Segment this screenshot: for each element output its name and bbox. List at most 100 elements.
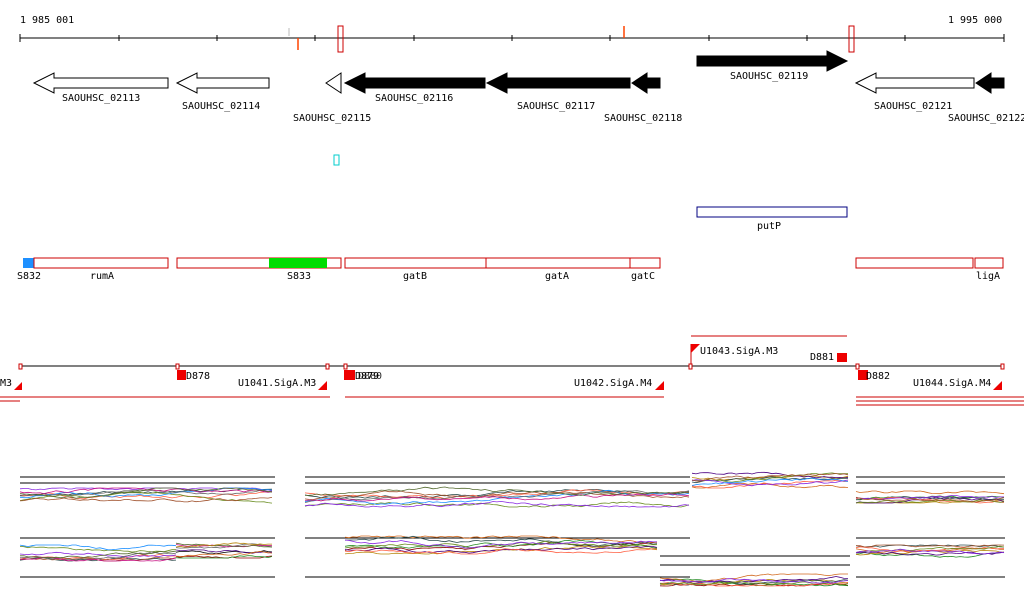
expression-profile-line — [19, 497, 273, 503]
annotation-label: gatB — [403, 271, 427, 282]
gene-label: SAOUHSC_02118 — [604, 113, 682, 124]
expression-profile-line — [20, 550, 177, 559]
annotation-gatc[interactable]: gatC — [629, 257, 661, 282]
expression-profile-line — [304, 493, 690, 502]
expression-profile-line — [691, 471, 849, 479]
gene-saouhsc-02115[interactable]: SAOUHSC_02115 — [293, 72, 371, 124]
expression-profile-line — [855, 499, 1005, 504]
terminator-d882[interactable] — [858, 370, 868, 380]
gene-saouhsc-02118[interactable]: SAOUHSC_02118 — [604, 72, 682, 124]
expression-profile-line — [691, 477, 849, 486]
expression-profile-line — [19, 544, 177, 551]
gene-label: SAOUHSC_02122 — [948, 113, 1024, 124]
expression-profile-line — [19, 546, 176, 553]
annotation-label: gatA — [545, 271, 569, 282]
tu-label-u1043[interactable]: U1043.SigA.M3 — [700, 346, 778, 357]
tu-label-m3[interactable]: M3 — [0, 378, 12, 389]
gene-track: SAOUHSC_02113 SAOUHSC_02114 SAOUHSC_0211… — [32, 50, 1024, 124]
tu-label-u1044[interactable]: U1044.SigA.M4 — [913, 378, 991, 389]
annotation-s833[interactable]: S833 — [176, 257, 342, 282]
expression-profile-line — [304, 501, 690, 508]
expression-profile-line — [344, 535, 658, 544]
expression-profile-line — [659, 581, 849, 587]
expression-profile-line — [175, 542, 272, 548]
expression-profile-line — [855, 544, 1005, 548]
expression-profile-line — [659, 573, 848, 583]
expression-profile-line — [175, 555, 273, 559]
expression-profile-line — [855, 545, 1005, 553]
cyan-feature-marker[interactable] — [333, 154, 340, 166]
gene-label: SAOUHSC_02117 — [517, 101, 595, 112]
protein-putp-box[interactable] — [696, 206, 848, 218]
annotation-gatb[interactable]: gatB — [344, 257, 487, 282]
annotation-label: S833 — [287, 271, 311, 282]
ruler-end-label: 1 995 000 — [948, 15, 1002, 26]
annotation-liga[interactable]: ligA — [855, 257, 1004, 282]
gene-label: SAOUHSC_02121 — [874, 101, 952, 112]
gene-label: SAOUHSC_02119 — [730, 71, 808, 82]
ruler-markers — [288, 25, 855, 53]
coordinate-ruler: 1 985 001 1 995 000 — [19, 15, 1005, 53]
terminator-d879[interactable] — [344, 370, 355, 380]
expression-profile-line — [855, 548, 1005, 555]
expression-profile-line — [304, 486, 690, 496]
gene-label: SAOUHSC_02116 — [375, 93, 453, 104]
annotation-label: gatC — [631, 271, 655, 282]
protein-putp-label: putP — [757, 221, 781, 232]
annotation-ruma[interactable]: rumA — [33, 257, 169, 282]
annotation-label: S832 — [17, 271, 41, 282]
expression-profile-line — [344, 540, 658, 549]
expression-profile-line — [855, 497, 1005, 504]
gene-label: SAOUHSC_02113 — [62, 93, 140, 104]
expression-profile-line — [855, 544, 1005, 548]
tu-label-d879: D879 — [355, 371, 379, 382]
gene-saouhsc-02114[interactable]: SAOUHSC_02114 — [175, 72, 270, 112]
gene-saouhsc-02117[interactable]: SAOUHSC_02117 — [485, 72, 631, 112]
expression-profile-line — [175, 542, 273, 548]
tu-label-d878: D878 — [186, 371, 210, 382]
tu-label-u1041[interactable]: U1041.SigA.M3 — [238, 378, 316, 389]
gene-saouhsc-02116[interactable]: SAOUHSC_02116 — [343, 72, 486, 104]
expression-profile-line — [855, 551, 1005, 558]
gene-saouhsc-02122[interactable]: SAOUHSC_02122 — [948, 72, 1024, 124]
expression-profile-line — [304, 489, 690, 506]
expression-profile-line — [19, 487, 273, 499]
expression-profile-line — [304, 500, 690, 508]
annotation-track: S832 rumA S833 gatB gatA gatC ligA — [17, 257, 1004, 282]
gene-saouhsc-02119[interactable]: SAOUHSC_02119 — [696, 50, 849, 82]
terminator-d878[interactable] — [177, 370, 186, 380]
expression-profile-line — [855, 496, 1005, 504]
terminator-d881[interactable] — [837, 353, 847, 362]
expression-profile-line — [344, 541, 658, 551]
promoter-marker — [14, 382, 22, 390]
tu-label-d882: D882 — [866, 371, 890, 382]
annotation-s832[interactable]: S832 — [17, 258, 41, 282]
promoter-marker — [655, 381, 664, 390]
expression-profile-line — [175, 543, 273, 549]
expression-profile-line — [19, 487, 273, 499]
expression-profile-line — [19, 551, 177, 561]
promoter-marker — [993, 381, 1002, 390]
tu-label-d881: D881 — [810, 352, 834, 363]
expression-profile-line — [344, 539, 658, 549]
gene-label: SAOUHSC_02115 — [293, 113, 371, 124]
expression-profile-line — [855, 496, 1005, 503]
expression-profile-line — [344, 548, 658, 555]
expression-profile-lines — [19, 471, 1005, 587]
expression-profile-line — [344, 535, 658, 547]
annotation-label: ligA — [976, 271, 1000, 282]
tu-label-u1042[interactable]: U1042.SigA.M4 — [574, 378, 652, 389]
expression-profile-line — [855, 490, 1005, 495]
protein-track: putP — [696, 206, 848, 232]
ruler-start-label: 1 985 001 — [20, 15, 74, 26]
gene-saouhsc-02121[interactable]: SAOUHSC_02121 — [854, 72, 975, 112]
expression-profile-line — [175, 550, 273, 557]
expression-profile-line — [19, 551, 177, 558]
expression-profile-line — [659, 576, 849, 584]
expression-panels — [19, 471, 1005, 587]
annotation-gata[interactable]: gatA — [485, 257, 631, 282]
promoter-marker — [318, 381, 327, 390]
gene-saouhsc-02113[interactable]: SAOUHSC_02113 — [32, 72, 169, 104]
gene-label: SAOUHSC_02114 — [182, 101, 260, 112]
